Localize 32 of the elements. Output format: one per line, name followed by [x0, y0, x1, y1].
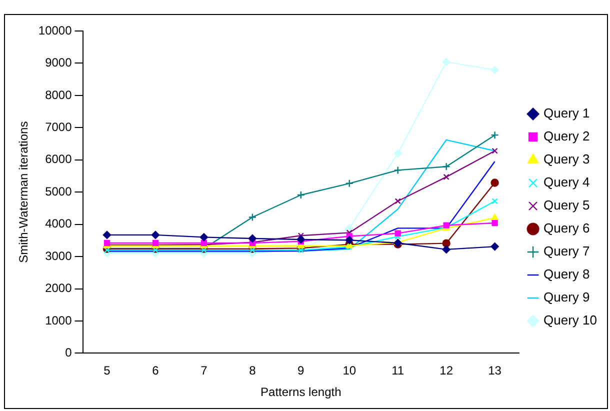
x-tick-label: 6: [152, 364, 160, 378]
y-tick-label: 4000: [45, 216, 72, 231]
x-tick-label: 8: [249, 364, 256, 378]
x-tick-label: 10: [342, 364, 356, 378]
legend-label: Query 1: [544, 106, 590, 121]
legend-label: Query 6: [544, 220, 590, 236]
x-tick-label: 7: [200, 364, 208, 378]
y-tick-label: 10000: [38, 23, 72, 38]
x-tick-label: 9: [298, 364, 305, 378]
y-tick-label: 6000: [45, 152, 72, 166]
legend-label: Query 3: [544, 152, 590, 167]
y-tick-label: 5000: [45, 184, 72, 198]
x-axis-title: Patterns length: [260, 385, 342, 400]
y-axis-title: Smith-Waterman iterations: [16, 121, 31, 263]
y-tick-label: 0: [65, 346, 72, 360]
x-tick-label: 11: [392, 364, 404, 378]
y-tick-label: 3000: [45, 248, 72, 263]
legend-label: Query 10: [544, 312, 598, 328]
y-tick-label: 9000: [45, 56, 72, 70]
legend-label: Query 2: [544, 128, 590, 144]
legend-label: Query 5: [544, 198, 590, 213]
legend-label: Query 7: [544, 244, 590, 259]
legend-label: Query 9: [544, 290, 590, 305]
y-tick-label: 1000: [45, 313, 72, 328]
legend-label: Query 4: [544, 174, 590, 190]
y-tick-label: 8000: [45, 88, 72, 102]
x-tick-label: 5: [104, 364, 111, 378]
legend-label: Query 8: [544, 266, 590, 282]
x-tick-label: 12: [440, 364, 454, 378]
y-tick-label: 7000: [45, 120, 72, 134]
x-tick-label: 13: [488, 364, 502, 378]
y-tick-label: 2000: [45, 281, 72, 296]
